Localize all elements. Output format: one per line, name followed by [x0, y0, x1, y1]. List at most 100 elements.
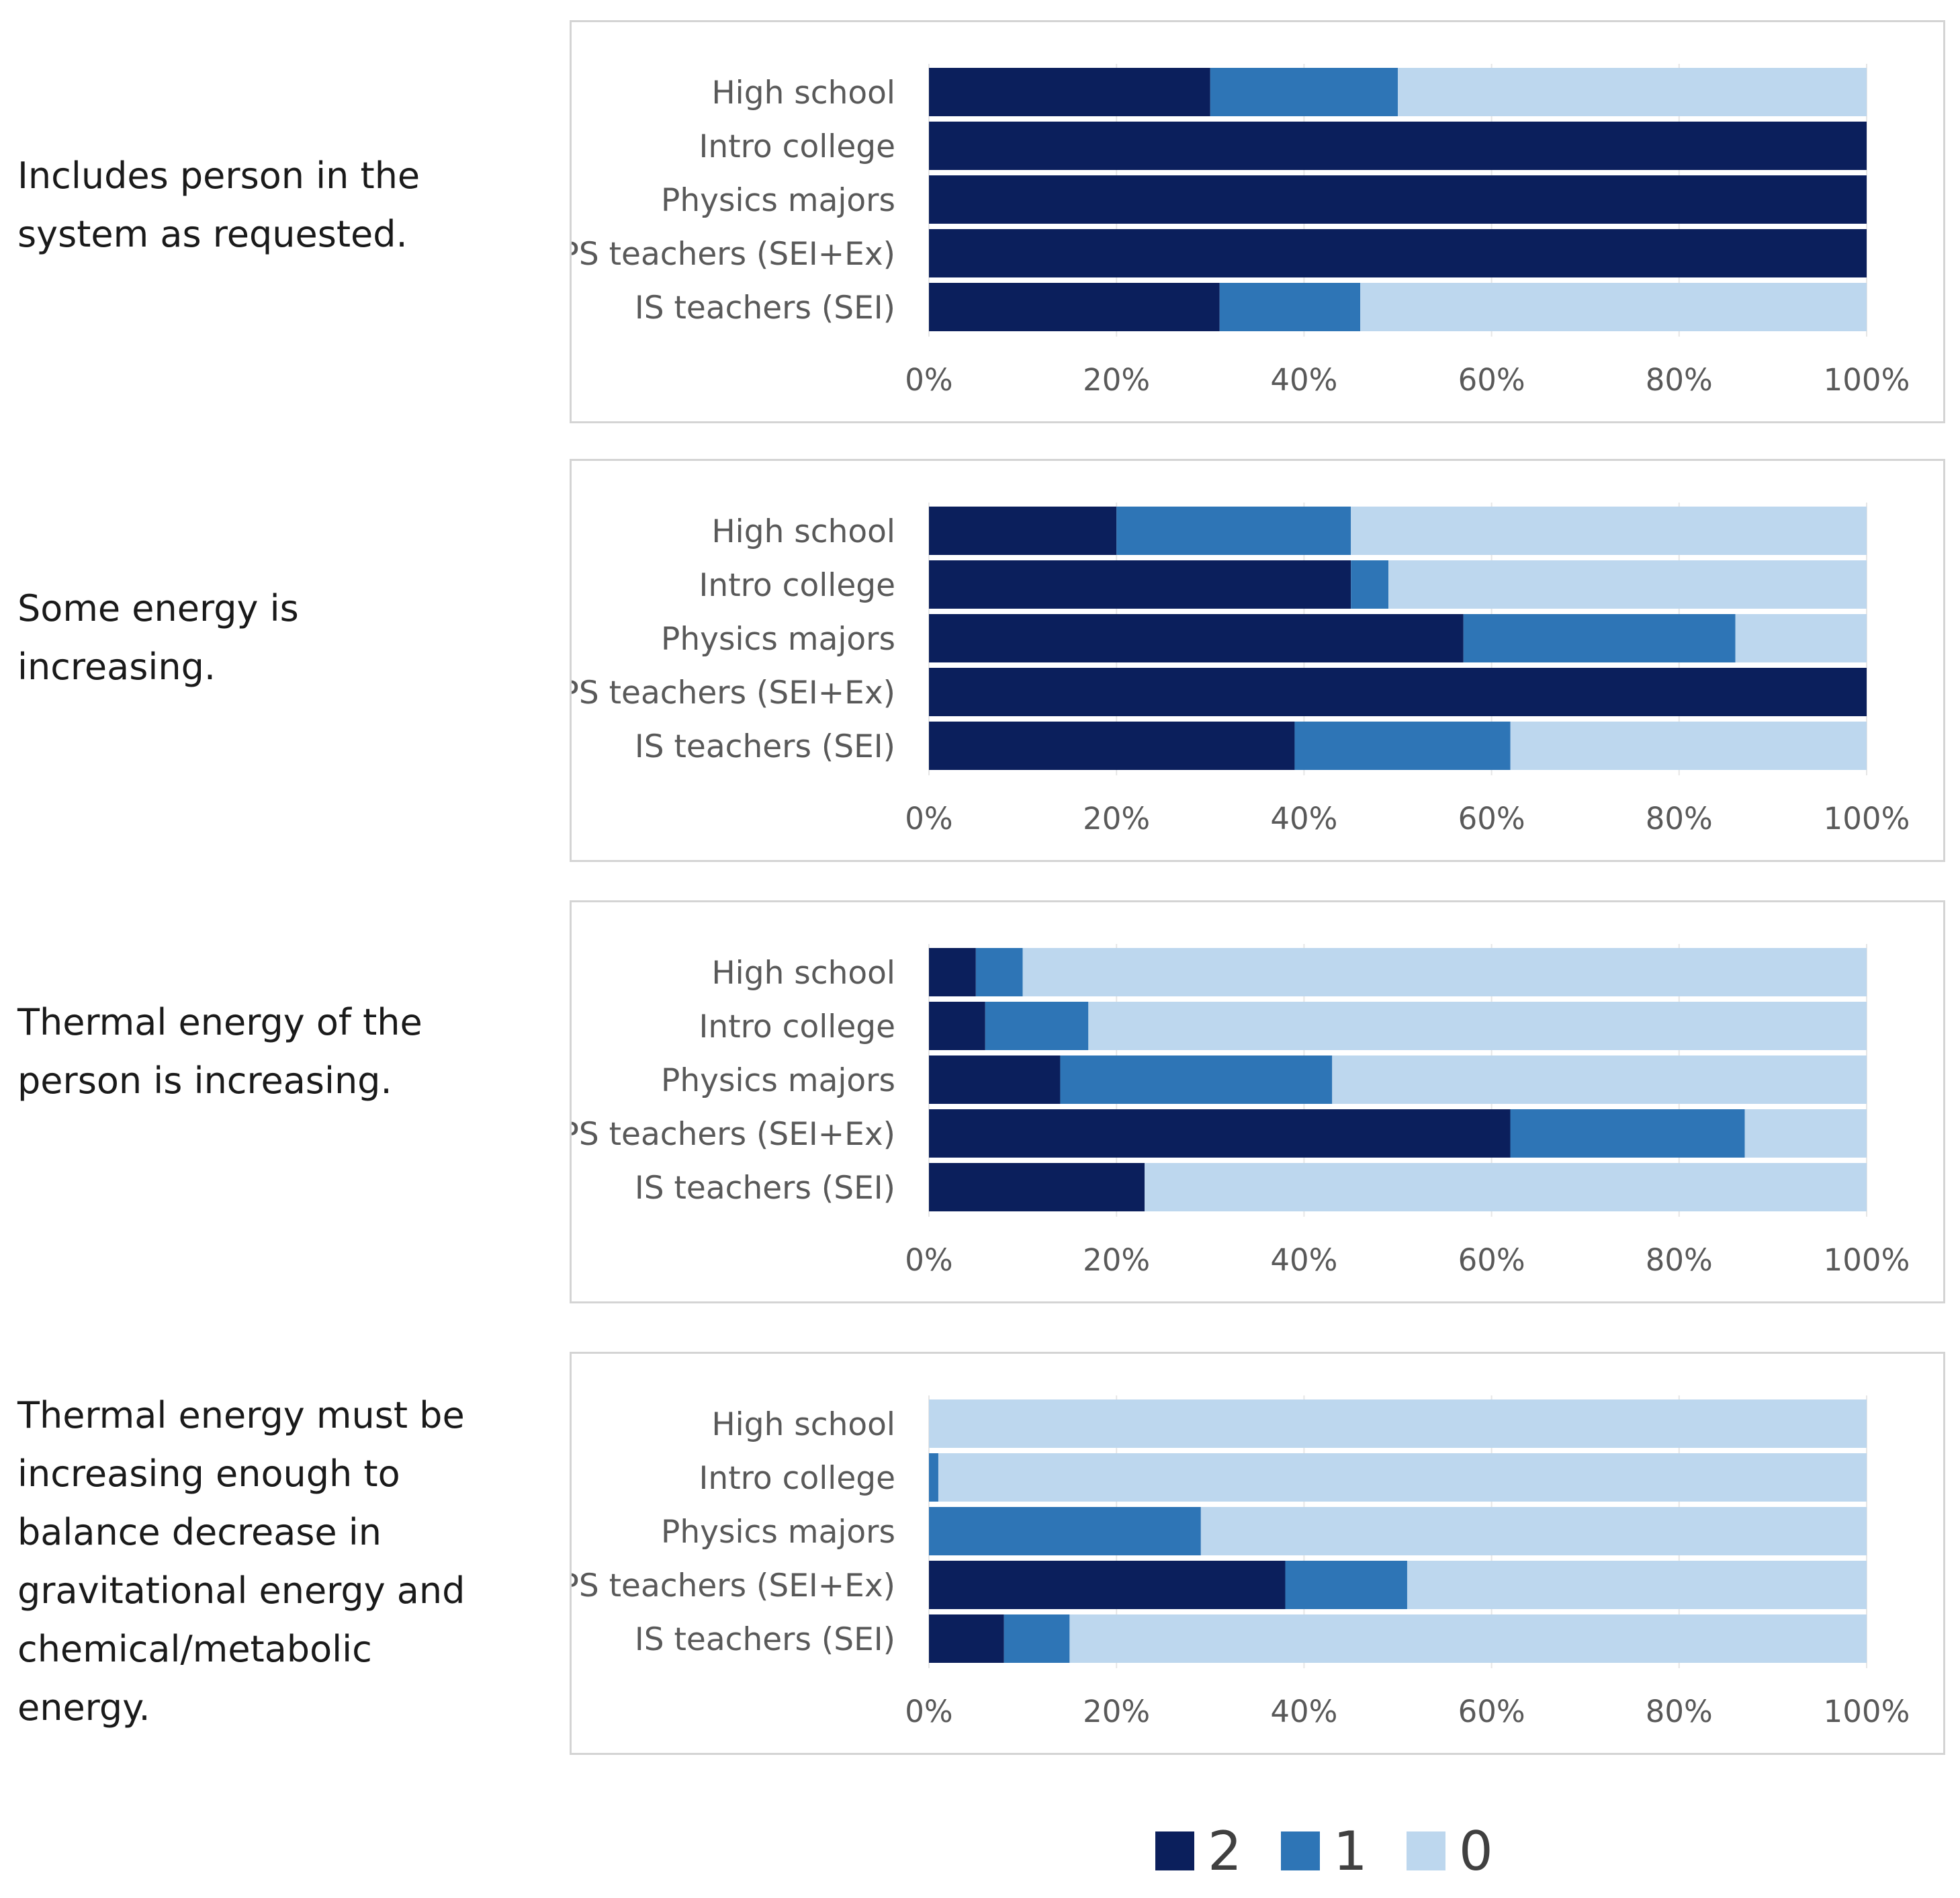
bar-segment-1 [1510, 1109, 1745, 1158]
x-tick-label: 20% [1083, 801, 1150, 836]
category-label: High school [711, 513, 895, 550]
bar-segment-2 [929, 507, 1117, 555]
bar-segment-1 [929, 1453, 938, 1502]
x-tick-label: 80% [1646, 1242, 1713, 1278]
x-tick-label: 40% [1270, 1694, 1337, 1729]
stacked-bar-chart: High school Intro college Physics majors PS… [572, 944, 1910, 1278]
bar-segment-0 [929, 1399, 1867, 1448]
legend-label: 1 [1333, 1819, 1368, 1883]
x-tick-label: 100% [1824, 1242, 1910, 1278]
x-tick-label: 60% [1458, 801, 1525, 836]
category-label: IS teachers (SEI) [635, 728, 895, 765]
x-tick-label: 40% [1270, 801, 1337, 836]
bar-segment-1 [1210, 68, 1398, 116]
bar-segment-2 [929, 560, 1351, 609]
x-tick-label: 0% [905, 801, 952, 836]
bar-segment-1 [975, 948, 1023, 996]
bar-segment-2 [929, 1109, 1511, 1158]
bar-segment-2 [929, 722, 1295, 770]
x-tick-label: 40% [1270, 362, 1337, 398]
bar-segment-1 [1285, 1561, 1407, 1609]
legend-swatch [1406, 1831, 1445, 1870]
bar-segment-2 [929, 229, 1867, 277]
chart-legend: 2 1 0 [1155, 1819, 1532, 1883]
category-label: High school [711, 75, 895, 112]
legend-item: 1 [1280, 1819, 1368, 1883]
x-tick-label: 80% [1646, 362, 1713, 398]
category-label: PS teachers (SEI+Ex) [572, 1567, 895, 1604]
bar-segment-1 [929, 1507, 1201, 1555]
bar-segment-2 [929, 948, 976, 996]
bar-segment-0 [1069, 1614, 1867, 1663]
x-tick-label: 60% [1458, 1694, 1525, 1729]
x-tick-label: 20% [1083, 1694, 1150, 1729]
legend-item: 2 [1155, 1820, 1242, 1883]
category-label: IS teachers (SEI) [635, 1170, 895, 1207]
category-label: Physics majors [661, 621, 895, 658]
bar-segment-0 [1510, 722, 1867, 770]
category-label: IS teachers (SEI) [635, 290, 895, 327]
bar-segment-2 [929, 283, 1220, 331]
x-tick-label: 100% [1824, 801, 1910, 836]
bar-segment-2 [929, 1614, 1004, 1663]
stacked-bar-chart: High school Intro college Physics majors PS… [572, 1395, 1910, 1729]
bar-segment-0 [1332, 1055, 1867, 1104]
x-tick-label: 40% [1270, 1242, 1337, 1278]
bar-segment-0 [1360, 283, 1867, 331]
chart-panel: High school Intro college Physics majors PS… [570, 459, 1945, 862]
category-label: Intro college [699, 128, 895, 165]
x-tick-label: 0% [905, 1242, 952, 1278]
category-label: High school [711, 955, 895, 992]
bar-segment-2 [929, 1561, 1286, 1609]
bar-segment-2 [929, 1002, 985, 1050]
bar-segment-2 [929, 1055, 1061, 1104]
bar-segment-2 [929, 68, 1210, 116]
criterion-label: Thermal energy of the person is increasi… [17, 1001, 422, 1102]
bar-segment-1 [1294, 722, 1511, 770]
stacked-bar-chart: High school Intro college Physics majors PS… [572, 503, 1910, 836]
legend-label: 2 [1208, 1819, 1242, 1883]
bar-segment-0 [1388, 560, 1867, 609]
criterion-label: Thermal energy must be increasing enough… [17, 1394, 465, 1729]
criterion-label: Includes person in the system as request… [17, 155, 420, 255]
category-label: Intro college [699, 1008, 895, 1045]
category-label: Intro college [699, 567, 895, 604]
legend-swatch [1280, 1831, 1320, 1870]
bar-segment-0 [1200, 1507, 1867, 1555]
x-tick-label: 20% [1083, 362, 1150, 398]
legend-swatch [1155, 1831, 1194, 1870]
category-label: PS teachers (SEI+Ex) [572, 236, 895, 273]
bar-segment-1 [1351, 560, 1389, 609]
x-tick-label: 100% [1824, 362, 1910, 398]
bar-segment-0 [1744, 1109, 1867, 1158]
chart-panel: High school Intro college Physics majors PS… [570, 20, 1945, 423]
bar-segment-1 [1219, 283, 1361, 331]
chart-panel: High school Intro college Physics majors PS… [570, 1352, 1945, 1755]
category-label: High school [711, 1406, 895, 1443]
x-tick-label: 100% [1824, 1694, 1910, 1729]
bar-segment-1 [985, 1002, 1089, 1050]
x-tick-label: 0% [905, 1694, 952, 1729]
category-label: Intro college [699, 1460, 895, 1497]
bar-segment-1 [1004, 1614, 1070, 1663]
bar-segment-0 [1351, 507, 1867, 555]
category-label: PS teachers (SEI+Ex) [572, 675, 895, 711]
bar-segment-0 [1145, 1163, 1867, 1211]
bar-segment-0 [1735, 614, 1867, 662]
bar-segment-0 [1407, 1561, 1867, 1609]
category-label: IS teachers (SEI) [635, 1621, 895, 1658]
legend-item: 0 [1406, 1820, 1493, 1883]
bar-segment-1 [1116, 507, 1351, 555]
x-tick-label: 60% [1458, 1242, 1525, 1278]
bar-segment-2 [929, 1163, 1145, 1211]
bar-segment-0 [1088, 1002, 1867, 1050]
bar-segment-0 [938, 1453, 1867, 1502]
x-tick-label: 80% [1646, 1694, 1713, 1729]
bar-segment-2 [929, 668, 1867, 716]
bar-segment-2 [929, 122, 1867, 170]
bar-segment-0 [1022, 948, 1867, 996]
x-tick-label: 60% [1458, 362, 1525, 398]
category-label: Physics majors [661, 1062, 895, 1099]
stacked-bar-chart: High school Intro college Physics majors PS… [572, 64, 1910, 398]
bar-segment-0 [1398, 68, 1867, 116]
